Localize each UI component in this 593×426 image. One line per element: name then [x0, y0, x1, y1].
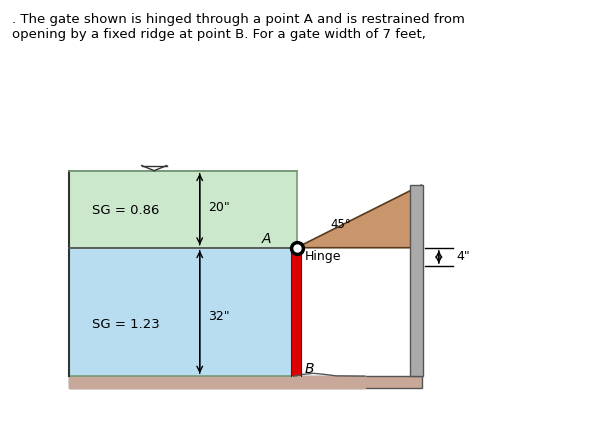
Text: 20": 20" — [208, 201, 230, 214]
Text: A: A — [262, 232, 271, 246]
Bar — [69, 376, 422, 388]
Bar — [410, 185, 423, 376]
Text: SG = 0.86: SG = 0.86 — [91, 204, 159, 217]
Text: B: B — [305, 362, 314, 376]
Bar — [69, 171, 296, 248]
Text: 4": 4" — [456, 250, 470, 264]
Text: 45°: 45° — [331, 219, 352, 231]
Text: SG = 1.23: SG = 1.23 — [91, 318, 160, 331]
Text: . The gate shown is hinged through a point A and is restrained from
opening by a: . The gate shown is hinged through a poi… — [12, 13, 465, 41]
Bar — [69, 248, 296, 376]
Bar — [291, 248, 301, 376]
Text: Hinge: Hinge — [305, 250, 342, 263]
Text: 32": 32" — [208, 310, 230, 323]
Polygon shape — [296, 185, 422, 248]
